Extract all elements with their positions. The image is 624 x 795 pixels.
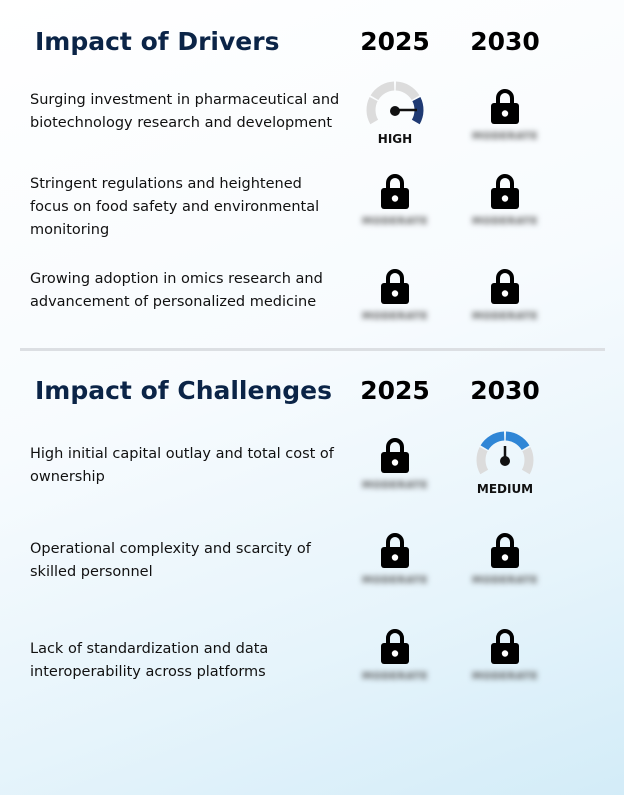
driver-cell-2-2025[interactable]: MODERATE [340,172,450,252]
driver-row-label-3: Growing adoption in omics research and a… [30,271,323,310]
driver-cell-3-2030[interactable]: MODERATE [450,267,560,347]
challenges-year-2025: 2025 [360,376,430,405]
challenge-row-label-1: High initial capital outlay and total co… [30,446,334,485]
locked-value: MODERATE [362,311,428,322]
challenge-cell-2-2030[interactable]: MODERATE [450,531,560,611]
challenge-cell-3-2025[interactable]: MODERATE [340,627,450,707]
challenge-cell-1-2025[interactable]: MODERATE [340,436,450,516]
challenge-row-label-3: Lack of standardization and data interop… [30,641,269,680]
lock-icon [491,533,519,568]
challenges-section-title: Impact of Challenges [35,376,332,405]
lock-icon [491,629,519,664]
locked-value: MODERATE [362,671,428,682]
challenge-row-label-2: Operational complexity and scarcity of s… [30,541,311,580]
lock-icon [381,629,409,664]
lock-icon [381,174,409,209]
lock-icon [381,533,409,568]
impact-level-label: HIGH [377,132,413,146]
impact-level-label: MEDIUM [476,482,534,496]
section-divider [20,348,605,351]
drivers-year-2030: 2030 [470,27,540,56]
driver-row-label-1: Surging investment in pharmaceutical and… [30,92,340,131]
gauge-icon [366,81,424,125]
locked-value: MODERATE [472,671,538,682]
lock-icon [491,269,519,304]
locked-value: MODERATE [472,131,538,142]
challenge-cell-1-2030: MEDIUM [450,430,560,510]
challenges-year-2030: 2030 [470,376,540,405]
driver-cell-3-2025[interactable]: MODERATE [340,267,450,347]
locked-value: MODERATE [472,311,538,322]
driver-cell-1-2030[interactable]: MODERATE [450,87,560,167]
drivers-year-2025: 2025 [360,27,430,56]
lock-icon [381,269,409,304]
locked-value: MODERATE [362,480,428,491]
lock-icon [491,89,519,124]
challenge-cell-2-2025[interactable]: MODERATE [340,531,450,611]
locked-value: MODERATE [472,575,538,586]
gauge-icon [476,431,534,475]
lock-icon [491,174,519,209]
locked-value: MODERATE [362,216,428,227]
lock-icon [381,438,409,473]
locked-value: MODERATE [472,216,538,227]
challenge-cell-3-2030[interactable]: MODERATE [450,627,560,707]
locked-value: MODERATE [362,575,428,586]
driver-row-label-2: Stringent regulations and heightened foc… [30,176,320,238]
driver-cell-1-2025: HIGH [340,80,450,160]
driver-cell-2-2030[interactable]: MODERATE [450,172,560,252]
drivers-section-title: Impact of Drivers [35,27,280,56]
